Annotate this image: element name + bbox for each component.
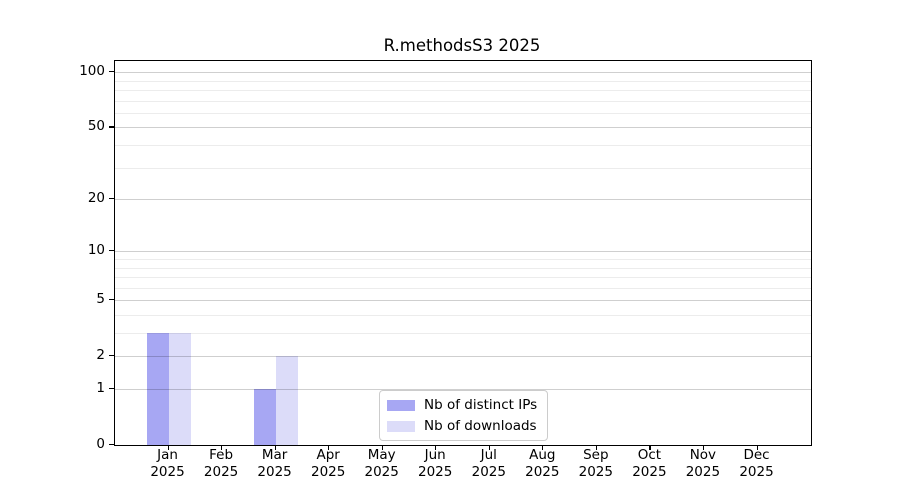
gridline-major-2 [115, 356, 811, 358]
y-axis-label-2: 2 [96, 347, 105, 364]
y-axis-label-20: 20 [87, 190, 105, 207]
gridline-minor-6 [115, 287, 811, 289]
x-axis-tick-aug [542, 445, 544, 450]
y-axis-label-100: 100 [79, 63, 105, 80]
gridline-minor-4 [115, 315, 811, 316]
bar-layer [115, 61, 811, 445]
gridline-minor-8 [115, 267, 811, 269]
gridline-minor-9 [115, 259, 811, 260]
x-axis-label-sep: Sep 2025 [578, 447, 613, 480]
plot-area: Nb of distinct IPs Nb of downloads [114, 60, 812, 446]
y-axis-label-5: 5 [96, 291, 105, 308]
gridline-major-20 [115, 199, 811, 201]
x-axis-tick-jan [167, 445, 169, 450]
bar-nb-of-downloads-mar-2025 [275, 356, 298, 445]
y-axis-tick-1 [109, 388, 114, 390]
grid-layer [115, 61, 811, 445]
x-axis-label-jun: Jun 2025 [418, 447, 453, 480]
x-axis-label-aug: Aug 2025 [525, 447, 560, 480]
gridline-major-5 [115, 300, 811, 302]
y-axis-label-1: 1 [96, 380, 105, 396]
legend-item-distinct-ips: Nb of distinct IPs [387, 397, 537, 413]
legend-box: Nb of distinct IPs Nb of downloads [379, 390, 549, 441]
legend-swatch-distinct-ips [387, 399, 415, 411]
x-axis-label-may: May 2025 [364, 447, 399, 480]
y-axis-tick-5 [109, 299, 114, 301]
x-axis-label-apr: Apr 2025 [311, 447, 346, 480]
x-axis-label-mar: Mar 2025 [257, 447, 292, 480]
y-axis-label-10: 10 [87, 242, 105, 259]
gridline-minor-30 [115, 167, 811, 169]
x-axis-label-nov: Nov 2025 [685, 447, 721, 480]
x-axis-tick-mar [274, 445, 276, 450]
bar-nb-of-distinct-ips-jan-2025 [146, 333, 169, 445]
x-axis-tick-feb [221, 445, 223, 450]
gridline-major-10 [115, 251, 811, 253]
y-axis-tick-50 [109, 126, 114, 128]
gridline-minor-7 [115, 277, 811, 278]
legend-swatch-downloads [387, 420, 415, 432]
x-axis-tick-apr [328, 445, 330, 450]
x-axis-label-oct: Oct 2025 [632, 447, 667, 480]
legend-label-distinct-ips: Nb of distinct IPs [424, 397, 538, 413]
x-axis-tick-may [381, 445, 383, 450]
x-axis-tick-nov [702, 445, 705, 450]
legend-item-downloads: Nb of downloads [387, 418, 537, 434]
y-axis-tick-100 [109, 71, 114, 73]
gridline-minor-40 [115, 145, 811, 146]
x-axis-label-jul: Jul 2025 [471, 447, 506, 480]
legend-label-downloads: Nb of downloads [424, 418, 537, 434]
gridline-minor-80 [115, 90, 811, 91]
x-axis-label-dec: Dec 2025 [739, 447, 774, 480]
x-axis-label-jan: Jan 2025 [150, 447, 185, 480]
bar-nb-of-distinct-ips-mar-2025 [253, 389, 276, 445]
x-axis-tick-jul [488, 445, 490, 450]
bar-nb-of-downloads-jan-2025 [168, 333, 191, 445]
y-axis-tick-20 [109, 198, 114, 200]
x-axis-tick-dec [756, 445, 758, 450]
y-axis-tick-10 [109, 250, 114, 252]
x-axis-tick-jun [435, 445, 437, 450]
gridline-minor-60 [115, 112, 811, 114]
gridline-minor-70 [115, 100, 811, 102]
gridline-minor-90 [115, 80, 811, 82]
x-axis-tick-oct [649, 445, 651, 450]
x-axis-label-feb: Feb 2025 [203, 447, 239, 480]
x-axis-tick-sep [595, 445, 597, 450]
chart-title: R.methodsS3 2025 [383, 36, 541, 55]
y-axis-label-0: 0 [96, 436, 105, 452]
gridline-minor-3 [115, 333, 811, 334]
gridline-major-100 [115, 72, 811, 74]
gridline-major-50 [115, 127, 811, 129]
y-axis-tick-0 [109, 444, 114, 446]
y-axis-label-50: 50 [87, 118, 105, 135]
gridline-major-1 [115, 389, 811, 390]
y-axis-tick-2 [109, 355, 114, 357]
